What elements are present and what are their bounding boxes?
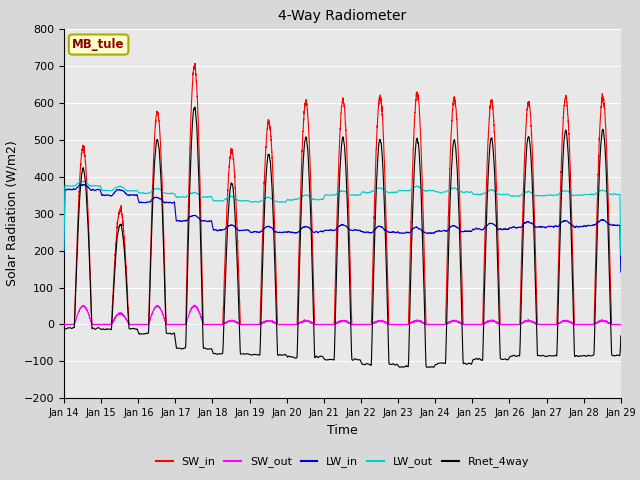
Text: MB_tule: MB_tule <box>72 38 125 51</box>
Title: 4-Way Radiometer: 4-Way Radiometer <box>278 10 406 24</box>
X-axis label: Time: Time <box>327 424 358 437</box>
Y-axis label: Solar Radiation (W/m2): Solar Radiation (W/m2) <box>5 141 18 287</box>
Legend: SW_in, SW_out, LW_in, LW_out, Rnet_4way: SW_in, SW_out, LW_in, LW_out, Rnet_4way <box>152 452 533 472</box>
